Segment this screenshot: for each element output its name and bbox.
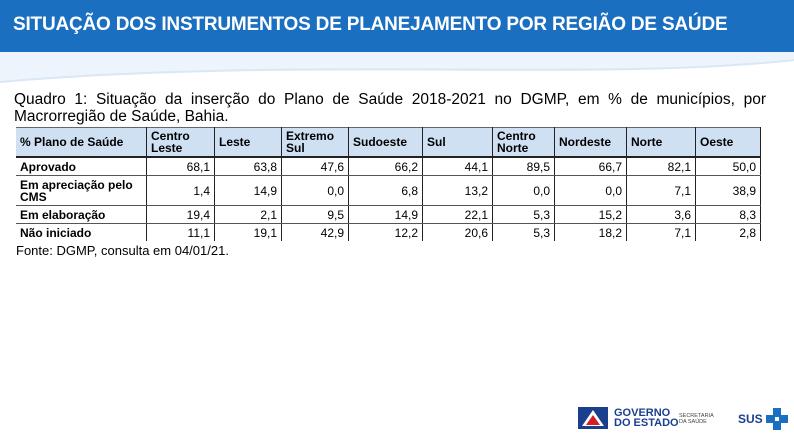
table-cell: 8,3 — [695, 205, 761, 224]
table-row: Em elaboração 19,4 2,1 9,5 14,9 22,1 5,3… — [16, 205, 761, 224]
column-header: % Plano de Saúde — [16, 127, 147, 158]
table-cell: 0,0 — [281, 175, 349, 206]
table-cell: 66,7 — [554, 157, 627, 176]
sus-cross-icon — [765, 408, 788, 430]
table-cell: 3,6 — [626, 205, 696, 224]
table-cell: 9,5 — [281, 205, 349, 224]
sus-logo: SUS — [738, 407, 789, 431]
table-cell: 63,8 — [214, 157, 282, 176]
table-cell: 0,0 — [554, 175, 627, 206]
table-cell: 15,2 — [554, 205, 627, 224]
planning-status-table: % Plano de Saúde Centro Leste Leste Extr… — [16, 127, 761, 241]
decorative-wave — [0, 52, 794, 83]
column-header: Nordeste — [554, 127, 627, 158]
table-cell: 1,4 — [146, 175, 215, 206]
table-cell: 5,3 — [492, 205, 555, 224]
table-caption: Quadro 1: Situação da inserção do Plano … — [14, 91, 766, 125]
table-cell: 7,1 — [626, 223, 696, 241]
table-cell: 14,9 — [214, 175, 282, 206]
column-header: Centro Norte — [492, 127, 555, 158]
table-cell: 38,9 — [695, 175, 761, 206]
title-bar: SITUAÇÃO DOS INSTRUMENTOS DE PLANEJAMENT… — [0, 0, 794, 52]
table-cell: 47,6 — [281, 157, 349, 176]
table-cell: 7,1 — [626, 175, 696, 206]
column-header: Sul — [422, 127, 493, 158]
table-source: Fonte: DGMP, consulta em 04/01/21. — [16, 243, 229, 258]
column-header: Sudoeste — [348, 127, 423, 158]
table-row: Aprovado 68,1 63,8 47,6 66,2 44,1 89,5 6… — [16, 157, 761, 176]
bahia-flag-icon — [578, 407, 608, 429]
governo-logo: GOVERNO DO ESTADO — [578, 407, 679, 429]
table-cell: 44,1 — [422, 157, 493, 176]
slide-title: SITUAÇÃO DOS INSTRUMENTOS DE PLANEJAMENT… — [13, 14, 728, 35]
column-header: Centro Leste — [146, 127, 215, 158]
table-cell: 19,1 — [214, 223, 282, 241]
sus-label: SUS — [738, 412, 763, 426]
column-header: Leste — [214, 127, 282, 158]
table-cell: 2,8 — [695, 223, 761, 241]
column-header: Extremo Sul — [281, 127, 349, 158]
table-cell: 11,1 — [146, 223, 215, 241]
table-header-row: % Plano de Saúde Centro Leste Leste Extr… — [16, 127, 761, 158]
table-row: Em apreciação pelo CMS 1,4 14,9 0,0 6,8 … — [16, 175, 761, 206]
table-cell: 12,2 — [348, 223, 423, 241]
table-cell: 82,1 — [626, 157, 696, 176]
column-header: Norte — [626, 127, 696, 158]
row-label: Aprovado — [16, 157, 147, 176]
table-cell: 5,3 — [492, 223, 555, 241]
table-cell: 68,1 — [146, 157, 215, 176]
governo-line2: DO ESTADO — [614, 417, 679, 429]
table-cell: 50,0 — [695, 157, 761, 176]
table-cell: 66,2 — [348, 157, 423, 176]
row-label: Em apreciação pelo CMS — [16, 175, 147, 206]
table-cell: 13,2 — [422, 175, 493, 206]
table-cell: 18,2 — [554, 223, 627, 241]
table-cell: 0,0 — [492, 175, 555, 206]
governo-text: GOVERNO DO ESTADO — [614, 407, 679, 429]
table-cell: 20,6 — [422, 223, 493, 241]
table-cell: 89,5 — [492, 157, 555, 176]
table-cell: 19,4 — [146, 205, 215, 224]
secretaria-line2: DA SAÚDE — [679, 419, 707, 425]
table-cell: 42,9 — [281, 223, 349, 241]
table-cell: 6,8 — [348, 175, 423, 206]
governo-line1: GOVERNO — [614, 407, 671, 419]
table-cell: 2,1 — [214, 205, 282, 224]
secretaria-text: SECRETARIA DA SAÚDE — [679, 413, 714, 425]
footer-logos: GOVERNO DO ESTADO SECRETARIA DA SAÚDE SU… — [578, 405, 788, 433]
table-cell: 14,9 — [348, 205, 423, 224]
column-header: Oeste — [695, 127, 761, 158]
row-label: Não iniciado — [16, 223, 147, 241]
row-label: Em elaboração — [16, 205, 147, 224]
table-row: Não iniciado 11,1 19,1 42,9 12,2 20,6 5,… — [16, 223, 761, 241]
table-cell: 22,1 — [422, 205, 493, 224]
secretaria-line1: SECRETARIA — [679, 413, 714, 419]
